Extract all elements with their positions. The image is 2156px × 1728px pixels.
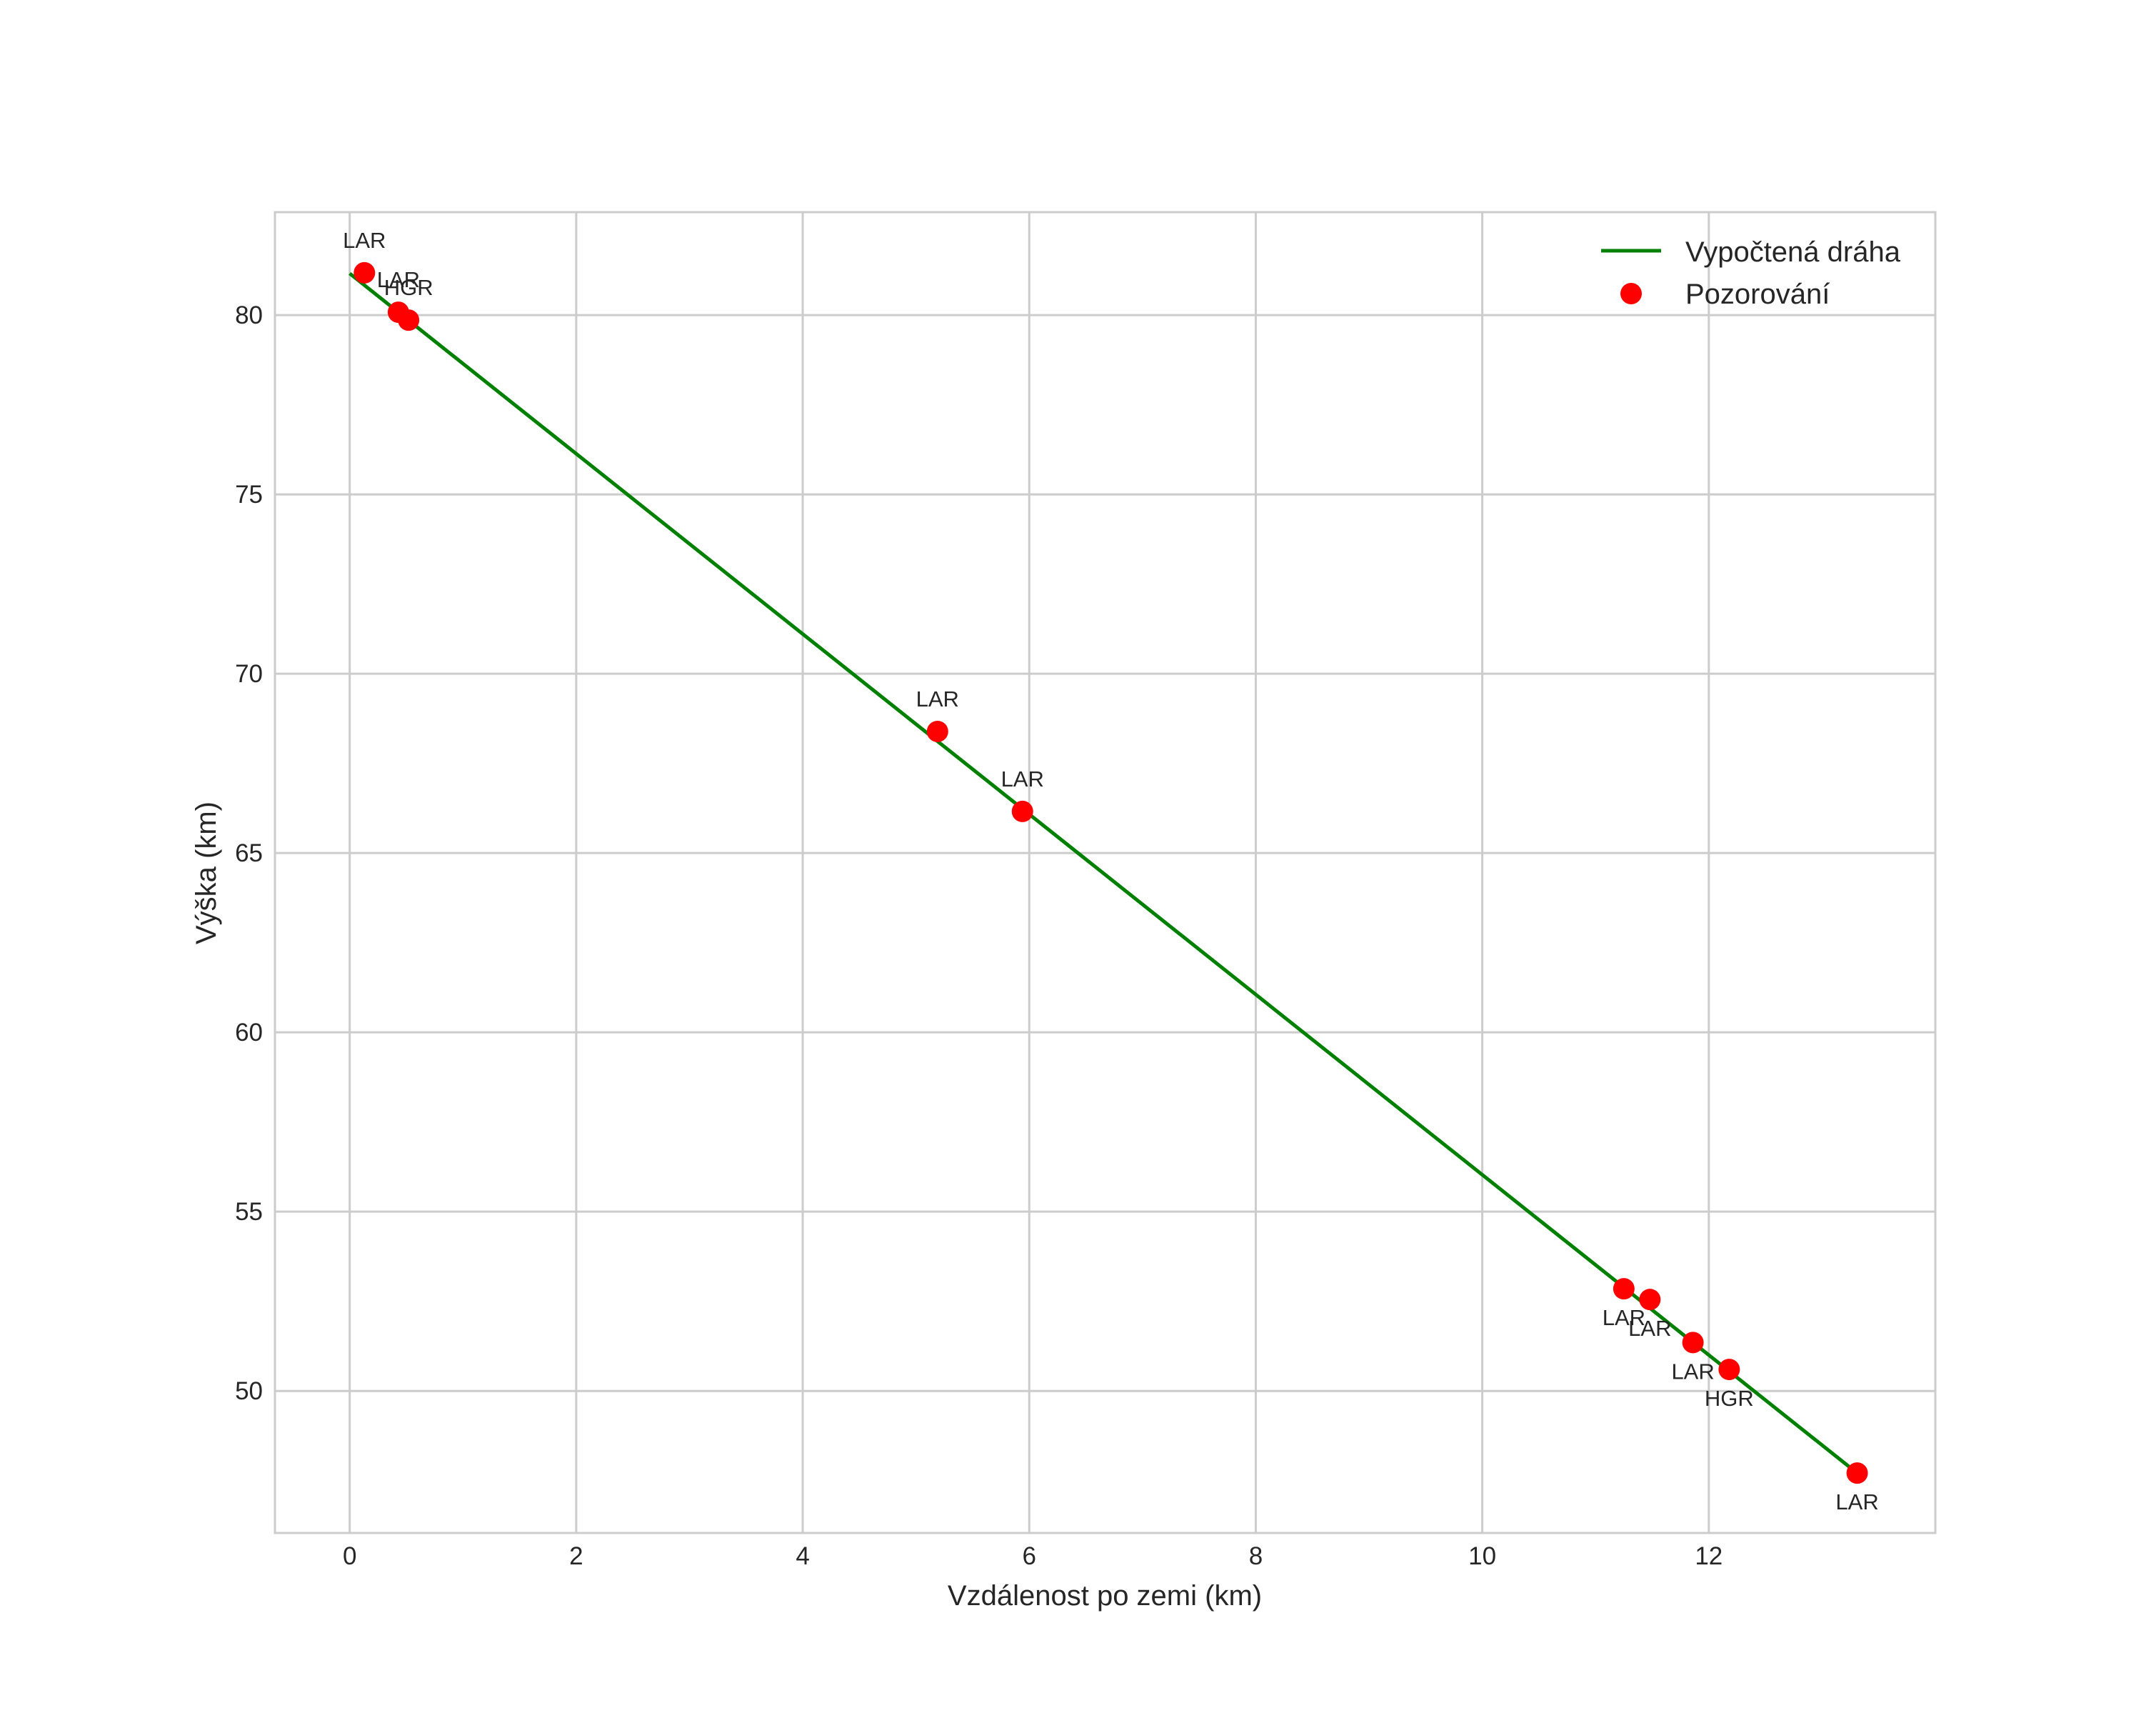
station-label: LAR [1671, 1359, 1714, 1384]
x-tick-label: 0 [343, 1542, 356, 1570]
trajectory-polyline [349, 271, 1859, 1475]
station-label: HGR [384, 275, 433, 300]
y-tick-label: 70 [235, 660, 263, 688]
station-label: HGR [1705, 1386, 1754, 1411]
station-label: LAR [1835, 1489, 1878, 1514]
station-label: LAR [343, 228, 386, 253]
gridlines [275, 212, 1935, 1533]
legend-item-computed-trajectory: Vypočtená dráha [1601, 236, 1901, 268]
legend-label: Pozorování [1685, 279, 1830, 310]
observation-marker [1011, 800, 1033, 822]
observation-marker [1718, 1359, 1740, 1381]
observation-marker [1613, 1278, 1635, 1300]
legend-marker-swatch [1620, 283, 1642, 304]
y-tick-label: 55 [235, 1198, 263, 1226]
station-label: LAR [377, 267, 420, 292]
observation-marker [1682, 1332, 1704, 1354]
axes-frame [274, 211, 1937, 1534]
legend-item-observations: Pozorování [1620, 279, 1830, 310]
computed-trajectory-line [349, 271, 1859, 1475]
observation-points [354, 261, 1868, 1484]
x-tick-label: 2 [569, 1542, 583, 1570]
observation-marker [926, 720, 948, 742]
observation-marker [1639, 1289, 1661, 1311]
y-tick-label: 50 [235, 1377, 263, 1405]
station-label: LAR [1603, 1305, 1645, 1330]
y-tick-label: 80 [235, 301, 263, 329]
observation-marker [354, 261, 376, 284]
x-tick-label: 10 [1468, 1542, 1496, 1570]
y-tick-label: 65 [235, 839, 263, 867]
station-label: LAR [916, 686, 959, 711]
observation-marker [1846, 1462, 1868, 1484]
x-axis-label: Vzdálenost po zemi (km) [948, 1580, 1262, 1612]
x-tick-label: 4 [796, 1542, 809, 1570]
y-tick-label: 60 [235, 1019, 263, 1047]
y-tick-label: 75 [235, 481, 263, 509]
station-label: LAR [1001, 766, 1044, 791]
y-axis-ticks: 50 55 60 65 70 75 80 [235, 301, 263, 1405]
x-tick-label: 8 [1249, 1542, 1263, 1570]
legend: Vypočtená dráha Pozorování [1601, 236, 1901, 310]
x-tick-label: 12 [1695, 1542, 1723, 1570]
station-label: LAR [1628, 1316, 1671, 1341]
x-axis-ticks: 0 2 4 6 8 10 12 [343, 1542, 1723, 1570]
observation-marker [398, 309, 420, 331]
y-axis-label: Výška (km) [191, 801, 222, 944]
legend-label: Vypočtená dráha [1685, 236, 1901, 268]
x-tick-label: 6 [1023, 1542, 1036, 1570]
